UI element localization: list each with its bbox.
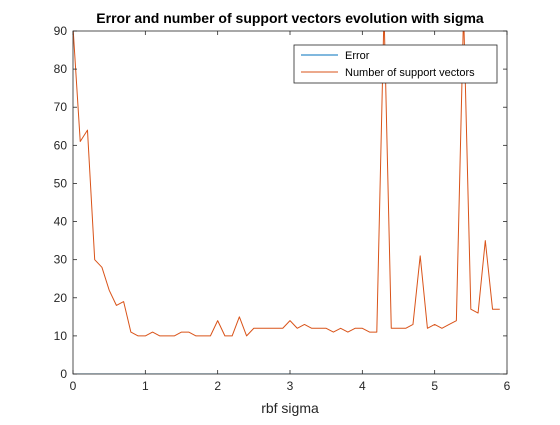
chart-title: Error and number of support vectors evol…: [96, 10, 484, 26]
x-tick-label: 2: [214, 379, 221, 393]
legend: Error Number of support vectors: [293, 44, 498, 84]
x-tick-label: 4: [359, 379, 366, 393]
y-tick-label: 10: [54, 329, 68, 343]
y-tick-label: 70: [54, 100, 68, 114]
legend-label-error: Error: [345, 50, 370, 62]
x-axis-label: rbf sigma: [261, 400, 319, 416]
y-tick-label: 30: [54, 253, 68, 267]
y-tick-label: 90: [54, 24, 68, 38]
y-tick-label: 0: [60, 367, 67, 381]
y-tick-label: 60: [54, 138, 68, 152]
y-tick-label: 40: [54, 215, 68, 229]
series-line-support-vectors: [73, 31, 500, 337]
x-tick-label: 0: [70, 379, 77, 393]
y-tick-label: 80: [54, 62, 68, 76]
x-tick-label: 3: [287, 379, 294, 393]
legend-box: [293, 44, 498, 84]
legend-label-support-vectors: Number of support vectors: [345, 67, 475, 79]
y-tick-label: 50: [54, 176, 68, 190]
x-tick-label: 1: [142, 379, 149, 393]
y-tick-label: 20: [54, 291, 68, 305]
plot-area: [73, 31, 507, 374]
x-tick-label: 6: [504, 379, 511, 393]
x-tick-label: 5: [431, 379, 438, 393]
